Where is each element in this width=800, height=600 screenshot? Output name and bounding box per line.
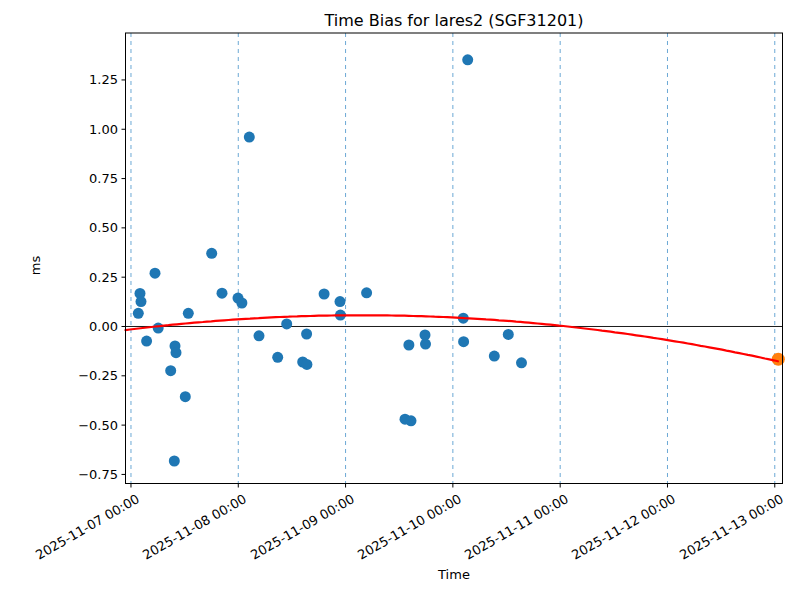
time-bias-points-marker <box>420 339 431 350</box>
time-bias-points-marker <box>133 308 144 319</box>
time-bias-points-marker <box>169 456 180 467</box>
time-bias-points-marker <box>244 132 255 143</box>
y-tick-label: 0.25 <box>0 271 118 284</box>
y-tick-label: −0.75 <box>0 468 118 481</box>
time-bias-points-marker <box>458 336 469 347</box>
time-bias-points-marker <box>335 296 346 307</box>
time-bias-points-marker <box>217 288 228 299</box>
time-bias-points-marker <box>254 330 265 341</box>
y-tick-label: 0.75 <box>0 172 118 185</box>
time-bias-points-marker <box>153 323 164 334</box>
time-bias-points-marker <box>272 352 283 363</box>
time-bias-points-marker <box>516 357 527 368</box>
time-bias-points-marker <box>281 318 292 329</box>
time-bias-points-marker <box>236 298 247 309</box>
time-bias-points-marker <box>361 287 372 298</box>
y-tick-label: −0.50 <box>0 419 118 432</box>
y-tick-label: −0.25 <box>0 369 118 382</box>
time-bias-points-marker <box>301 359 312 370</box>
time-bias-points-marker <box>403 340 414 351</box>
time-bias-points-marker <box>141 336 152 347</box>
time-bias-points-marker <box>406 415 417 426</box>
y-tick-label: 0.00 <box>0 320 118 333</box>
time-bias-points-marker <box>171 347 182 358</box>
time-bias-points-marker <box>180 391 191 402</box>
x-axis-label: Time <box>125 567 783 582</box>
chart-figure: Time Bias for lares2 (SGF31201) ms Time … <box>0 0 800 600</box>
x-tick-label: 2025-11-13 00:00 <box>779 492 800 505</box>
time-bias-points-marker <box>503 329 514 340</box>
time-bias-points-marker <box>319 289 330 300</box>
y-tick-label: 0.50 <box>0 221 118 234</box>
time-bias-points-marker <box>150 268 161 279</box>
y-tick-label: 1.25 <box>0 73 118 86</box>
time-bias-points-marker <box>489 351 500 362</box>
axes-frame <box>126 33 783 484</box>
chart-title: Time Bias for lares2 (SGF31201) <box>125 11 783 30</box>
time-bias-points-marker <box>165 365 176 376</box>
time-bias-points-marker <box>183 308 194 319</box>
time-bias-points-marker <box>301 329 312 340</box>
y-tick-label: 1.00 <box>0 123 118 136</box>
quadratic-fit-curve <box>126 315 778 361</box>
time-bias-points-marker <box>206 248 217 259</box>
time-bias-points-marker <box>462 54 473 65</box>
time-bias-points-marker <box>136 296 147 307</box>
